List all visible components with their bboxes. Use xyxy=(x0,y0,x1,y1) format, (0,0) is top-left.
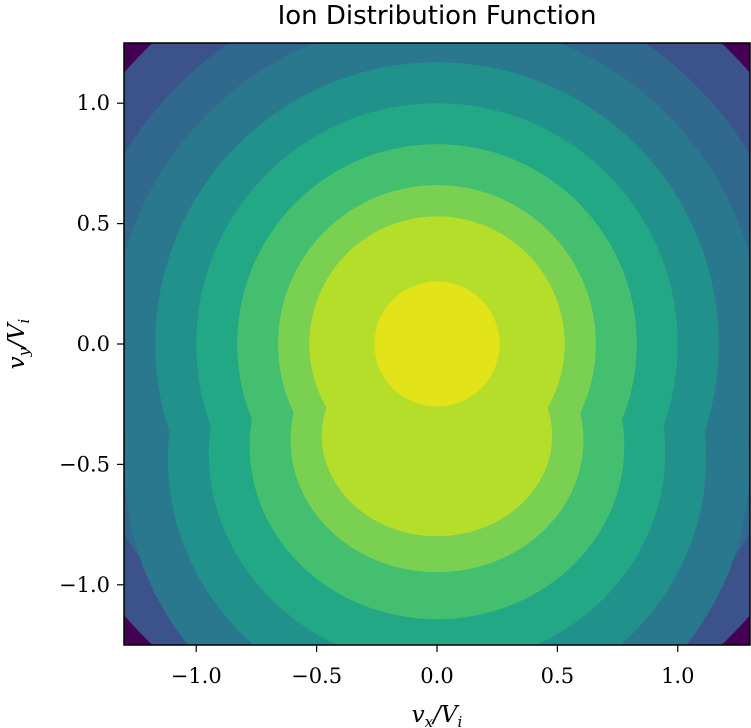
x-axis-ticks: −1.0 −0.5 0.0 0.5 1.0 xyxy=(171,645,694,688)
y-axis-label: vy/Vi xyxy=(4,318,33,369)
x-axis-label: vx/Vi xyxy=(412,702,463,728)
x-tick-label: −1.0 xyxy=(171,664,222,688)
chart-title: Ion Distribution Function xyxy=(278,1,597,31)
y-tick-label: 0.0 xyxy=(77,332,110,356)
y-tick-label: −0.5 xyxy=(59,452,110,476)
x-tick-label: 0.0 xyxy=(420,664,453,688)
y-axis-ticks: −1.0 −0.5 0.0 0.5 1.0 xyxy=(59,91,124,597)
y-tick-label: 1.0 xyxy=(77,91,110,115)
x-tick-label: −0.5 xyxy=(291,664,342,688)
y-tick-label: 0.5 xyxy=(77,212,110,236)
y-tick-label: −1.0 xyxy=(59,573,110,597)
x-tick-label: 1.0 xyxy=(661,664,694,688)
contour-fill-layer xyxy=(124,43,750,645)
contour-level-9 xyxy=(374,281,500,407)
x-tick-label: 0.5 xyxy=(541,664,574,688)
